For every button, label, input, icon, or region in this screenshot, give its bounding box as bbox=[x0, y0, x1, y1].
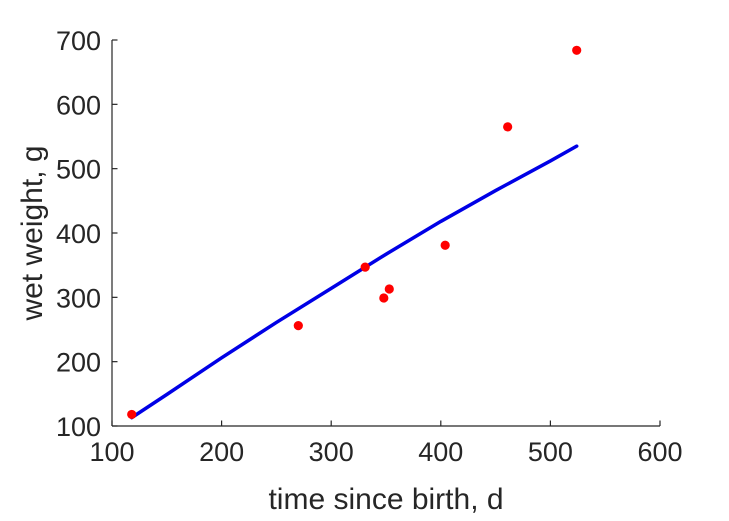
x-tick-label: 200 bbox=[199, 437, 244, 467]
x-tick-label: 500 bbox=[528, 437, 573, 467]
y-tick-label: 300 bbox=[56, 283, 101, 313]
fit-line-layer bbox=[129, 144, 579, 420]
x-axis-label: time since birth, d bbox=[268, 483, 503, 516]
ticks: 100 200 300 400 500 600 100 200 300 400 500 600 700 bbox=[56, 26, 683, 467]
y-tick-label: 200 bbox=[56, 348, 101, 378]
data-points-layer bbox=[127, 45, 582, 420]
data-point bbox=[379, 293, 389, 303]
y-axis-label: wet weight, g bbox=[16, 145, 49, 321]
y-tick-label: 100 bbox=[56, 412, 101, 442]
fit-line bbox=[129, 144, 579, 420]
data-point bbox=[572, 45, 582, 55]
data-point bbox=[293, 321, 303, 331]
x-tick-label: 600 bbox=[637, 437, 682, 467]
x-tick-label: 100 bbox=[89, 437, 134, 467]
x-tick-label: 300 bbox=[309, 437, 354, 467]
data-point bbox=[440, 240, 450, 250]
y-tick-label: 400 bbox=[56, 219, 101, 249]
data-point bbox=[503, 122, 513, 132]
axes bbox=[111, 40, 660, 427]
y-tick-label: 700 bbox=[56, 26, 101, 56]
data-point bbox=[360, 262, 370, 272]
data-point bbox=[384, 284, 394, 294]
data-point bbox=[127, 409, 137, 420]
x-tick-label: 400 bbox=[418, 437, 463, 467]
y-tick-label: 600 bbox=[56, 90, 101, 120]
y-tick-label: 500 bbox=[56, 155, 101, 185]
